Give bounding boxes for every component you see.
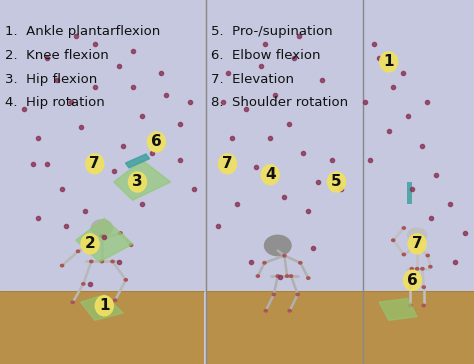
Text: 7: 7 [222,156,233,171]
Circle shape [264,309,267,312]
Circle shape [392,239,395,241]
Ellipse shape [95,296,113,316]
Text: 6: 6 [151,134,162,150]
Text: 6: 6 [407,273,418,288]
Bar [0,0,204,291]
Text: 3.  Hip flexion: 3. Hip flexion [5,73,97,86]
Bar [0,291,204,364]
Ellipse shape [403,270,421,290]
Circle shape [256,275,259,277]
Circle shape [409,304,412,307]
Circle shape [296,293,299,296]
Polygon shape [379,298,417,320]
Text: 3: 3 [132,174,143,190]
Circle shape [409,286,412,288]
Circle shape [421,268,424,270]
Circle shape [299,262,302,264]
Circle shape [402,253,405,256]
Circle shape [288,309,292,312]
Circle shape [285,275,289,277]
Polygon shape [114,160,171,200]
Ellipse shape [128,172,146,192]
Text: 5: 5 [331,174,342,190]
Polygon shape [126,154,149,168]
Circle shape [422,286,425,288]
Circle shape [124,278,128,281]
Circle shape [100,235,103,237]
Circle shape [264,235,291,256]
Text: 8.  Shoulder rotation: 8. Shoulder rotation [211,96,348,110]
Ellipse shape [328,172,346,192]
Ellipse shape [81,234,99,254]
Text: 7: 7 [90,156,100,171]
Ellipse shape [261,165,279,185]
Circle shape [426,254,429,257]
Bar [363,291,474,364]
Circle shape [61,264,64,267]
Bar [363,0,474,291]
Bar [206,291,363,364]
Circle shape [416,268,419,270]
Text: 1.  Ankle plantarflexion: 1. Ankle plantarflexion [5,25,160,39]
Circle shape [76,250,80,253]
Polygon shape [76,218,133,262]
Circle shape [82,283,85,285]
Circle shape [402,227,405,229]
Circle shape [71,301,74,304]
Circle shape [91,220,112,236]
Text: 7.  Elevation: 7. Elevation [211,73,294,86]
Text: 6.  Elbow flexion: 6. Elbow flexion [211,49,320,62]
Text: 4.  Hip rotation: 4. Hip rotation [5,96,104,110]
Text: 5.  Pro-/supination: 5. Pro-/supination [211,25,333,39]
Circle shape [307,277,310,279]
Bar [407,182,412,204]
Text: 2: 2 [85,236,95,252]
Circle shape [100,260,103,263]
Circle shape [422,304,425,307]
Circle shape [429,265,432,268]
Circle shape [263,262,266,264]
Polygon shape [81,295,123,320]
Ellipse shape [408,234,426,254]
Ellipse shape [86,154,104,174]
Ellipse shape [219,154,237,174]
Circle shape [408,228,427,242]
Circle shape [290,275,292,277]
Bar [206,0,363,291]
Text: 1: 1 [99,298,109,313]
Text: 2.  Knee flexion: 2. Knee flexion [5,49,109,62]
Circle shape [272,293,275,296]
Text: 4: 4 [265,167,275,182]
Ellipse shape [380,52,398,72]
Circle shape [114,299,117,301]
Circle shape [283,254,286,257]
Circle shape [410,268,413,270]
Circle shape [90,260,93,263]
Circle shape [111,260,114,263]
Circle shape [119,232,122,234]
Circle shape [129,244,133,246]
Text: 1: 1 [383,54,394,70]
Ellipse shape [147,132,165,152]
Text: 7: 7 [412,236,422,252]
Circle shape [276,275,279,277]
Circle shape [416,241,419,244]
